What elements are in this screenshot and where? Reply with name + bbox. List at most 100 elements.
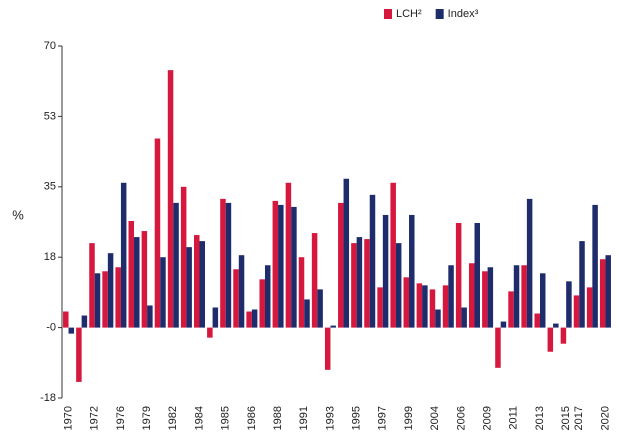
bar bbox=[207, 327, 213, 338]
bar bbox=[455, 223, 462, 328]
bar bbox=[76, 327, 82, 382]
bar bbox=[592, 204, 598, 328]
bar bbox=[409, 214, 415, 328]
x-tick-label: 1985 bbox=[220, 406, 232, 430]
bar bbox=[560, 327, 567, 344]
bar bbox=[264, 265, 271, 328]
bar bbox=[566, 281, 572, 328]
bar bbox=[298, 257, 305, 328]
x-tick-label: 2011 bbox=[508, 406, 520, 430]
y-tick-label: 53 bbox=[44, 110, 56, 122]
bar bbox=[403, 277, 410, 328]
bar bbox=[356, 237, 363, 328]
x-tick-label: 1979 bbox=[141, 406, 153, 430]
legend-swatch bbox=[384, 9, 392, 19]
bar bbox=[599, 259, 606, 328]
bar bbox=[278, 204, 284, 328]
x-tick-label: 1986 bbox=[246, 406, 258, 430]
y-tick-label: 18 bbox=[44, 251, 56, 263]
bar bbox=[304, 299, 310, 328]
bar bbox=[579, 241, 585, 328]
x-tick-label: 1972 bbox=[89, 406, 101, 430]
x-tick-label: 1999 bbox=[403, 406, 415, 430]
bar bbox=[461, 307, 467, 328]
bar bbox=[482, 271, 488, 328]
x-tick-label: 2017 bbox=[573, 406, 585, 430]
bar bbox=[212, 307, 219, 328]
bar bbox=[377, 287, 383, 328]
bar bbox=[102, 271, 108, 328]
bar bbox=[435, 309, 441, 328]
x-tick-label: 2009 bbox=[482, 406, 494, 430]
legend-swatch bbox=[435, 9, 444, 19]
y-axis-label: % bbox=[12, 207, 24, 222]
bar bbox=[508, 291, 514, 328]
x-tick-label: 1988 bbox=[272, 406, 284, 430]
bar bbox=[487, 267, 494, 328]
bar bbox=[474, 223, 480, 328]
bar bbox=[160, 257, 166, 328]
bar bbox=[539, 273, 546, 328]
y-tick-label: -0 bbox=[46, 322, 56, 334]
bar bbox=[68, 327, 75, 334]
bar bbox=[238, 255, 245, 328]
bar bbox=[173, 202, 179, 328]
bar bbox=[63, 311, 69, 328]
bar bbox=[605, 255, 611, 328]
bar bbox=[285, 182, 292, 328]
bar bbox=[416, 283, 423, 328]
bar bbox=[526, 198, 533, 328]
bar bbox=[94, 273, 101, 328]
x-tick-label: 1982 bbox=[167, 406, 179, 430]
bar bbox=[134, 237, 140, 328]
bar bbox=[251, 309, 258, 328]
bar bbox=[291, 206, 297, 328]
bar bbox=[233, 269, 239, 328]
x-tick-label: 2013 bbox=[534, 406, 546, 430]
x-tick-label: 1997 bbox=[377, 406, 389, 430]
bar bbox=[364, 239, 370, 328]
bar bbox=[272, 200, 279, 328]
bar bbox=[194, 235, 200, 328]
bar bbox=[495, 327, 501, 368]
legend-label: Index³ bbox=[448, 8, 479, 20]
bar bbox=[199, 241, 205, 328]
bar bbox=[521, 265, 527, 328]
bar bbox=[89, 243, 95, 328]
bar bbox=[343, 178, 350, 328]
bar bbox=[573, 295, 580, 328]
x-tick-label: 1991 bbox=[298, 406, 310, 430]
x-tick-label: 2004 bbox=[429, 406, 441, 430]
bar bbox=[115, 267, 121, 328]
bar bbox=[220, 198, 226, 328]
x-tick-label: 1976 bbox=[115, 406, 127, 430]
bar bbox=[369, 194, 376, 328]
y-tick-label: 70 bbox=[44, 40, 56, 52]
bar bbox=[167, 70, 174, 328]
x-tick-label: 1984 bbox=[193, 406, 205, 430]
bar bbox=[338, 202, 344, 328]
bar bbox=[547, 327, 554, 352]
y-tick-label: 35 bbox=[44, 181, 56, 193]
bar bbox=[180, 186, 187, 328]
bar bbox=[259, 279, 265, 328]
bar bbox=[81, 315, 88, 328]
bar bbox=[246, 311, 252, 328]
x-tick-label: 1993 bbox=[324, 406, 336, 430]
legend-label: LCH² bbox=[396, 8, 422, 20]
bar bbox=[429, 289, 436, 328]
bar bbox=[330, 325, 336, 328]
bar bbox=[469, 263, 475, 328]
bar bbox=[225, 202, 232, 328]
bar bbox=[311, 233, 318, 328]
bar bbox=[120, 182, 127, 328]
x-tick-label: 1970 bbox=[62, 406, 74, 430]
bar bbox=[500, 321, 507, 328]
x-tick-label: 1995 bbox=[351, 406, 363, 430]
bar bbox=[351, 243, 357, 328]
bar bbox=[553, 323, 559, 328]
bar bbox=[128, 220, 135, 328]
bar bbox=[442, 285, 449, 328]
bar bbox=[141, 231, 148, 328]
